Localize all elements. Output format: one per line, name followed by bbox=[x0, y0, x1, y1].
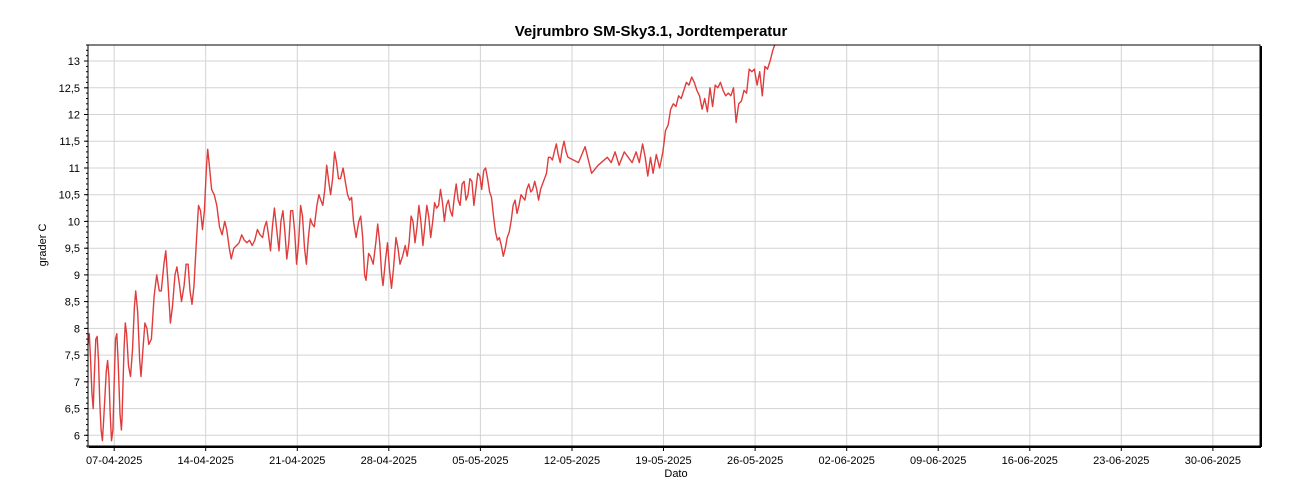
y-tick-label: 9,5 bbox=[65, 243, 80, 255]
chart-title: Vejrumbro SM-Sky3.1, Jordtemperatur bbox=[515, 23, 788, 40]
x-tick-label: 26-05-2025 bbox=[727, 455, 783, 467]
y-tick-label: 9 bbox=[74, 270, 80, 282]
y-tick-label: 7,5 bbox=[65, 350, 80, 362]
y-tick-label: 8 bbox=[74, 323, 80, 335]
x-tick-label: 28-04-2025 bbox=[361, 455, 417, 467]
y-tick-label: 6,5 bbox=[65, 404, 80, 416]
x-tick-label: 14-04-2025 bbox=[178, 455, 234, 467]
grid bbox=[88, 45, 1260, 446]
y-tick-label: 10 bbox=[68, 216, 80, 228]
x-tick-label: 30-06-2025 bbox=[1185, 455, 1241, 467]
x-tick-label: 07-04-2025 bbox=[86, 455, 142, 467]
y-tick-label: 11,5 bbox=[59, 136, 80, 148]
x-tick-label: 05-05-2025 bbox=[452, 455, 508, 467]
y-tick-label: 11 bbox=[69, 163, 80, 175]
series-layer bbox=[87, 44, 776, 442]
y-tick-label: 12 bbox=[68, 110, 80, 122]
y-axis: 6 6,5 7 7,5 8 8,5 9 9,5 10 10,5 11 11,5 12 12,5 13 bbox=[59, 44, 88, 447]
x-tick-label: 19-05-2025 bbox=[635, 455, 691, 467]
y-axis-label: grader C bbox=[37, 224, 49, 267]
x-tick-label: 16-06-2025 bbox=[1002, 455, 1058, 467]
x-tick-label: 21-04-2025 bbox=[269, 455, 325, 467]
x-tick-label: 09-06-2025 bbox=[910, 455, 966, 467]
y-tick-label: 10,5 bbox=[59, 190, 80, 202]
x-axis-label: Dato bbox=[664, 468, 687, 480]
y-tick-label: 6 bbox=[74, 430, 80, 442]
y-tick-label: 8,5 bbox=[65, 297, 80, 309]
x-tick-label: 23-06-2025 bbox=[1093, 455, 1149, 467]
x-tick-label: 02-06-2025 bbox=[819, 455, 875, 467]
x-tick-label: 12-05-2025 bbox=[544, 455, 600, 467]
series-line bbox=[87, 44, 776, 442]
y-tick-label: 7 bbox=[74, 377, 80, 389]
x-axis: 07-04-2025 14-04-2025 21-04-2025 28-04-2025… bbox=[86, 446, 1253, 467]
y-tick-label: 12,5 bbox=[59, 83, 80, 95]
y-tick-label: 13 bbox=[68, 56, 80, 68]
